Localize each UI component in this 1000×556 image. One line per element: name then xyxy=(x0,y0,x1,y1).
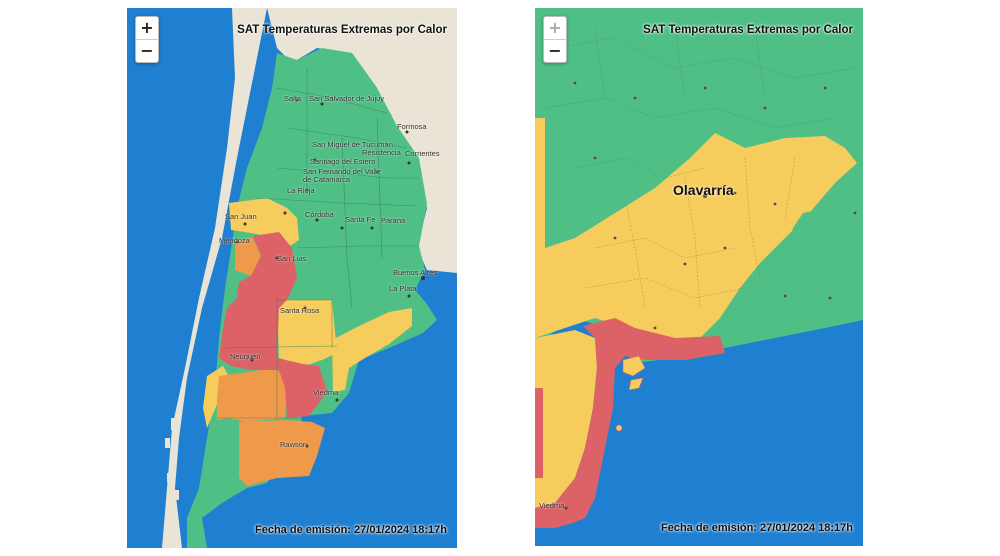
buenos-aires-alert-map[interactable] xyxy=(535,8,863,546)
left-zoom-control: + − xyxy=(135,16,159,63)
region-yellow-pampa xyxy=(277,300,337,366)
region-orange-mendoza xyxy=(235,238,261,276)
place-label: San Luis xyxy=(277,254,307,263)
left-map-title: SAT Temperaturas Extremas por Calor xyxy=(237,24,447,36)
region-yellow-west xyxy=(535,330,597,508)
highlight-place-label: Olavarría xyxy=(673,182,734,198)
place-label: Corrientes xyxy=(405,149,440,158)
place-label: San Juan xyxy=(225,212,257,221)
city-dots xyxy=(235,98,425,448)
coastal-islands xyxy=(615,355,646,432)
place-label: Santa Fe xyxy=(345,215,376,224)
region-red-west xyxy=(535,388,543,478)
right-zoom-out-button[interactable]: − xyxy=(544,39,566,62)
right-zoom-control: + − xyxy=(543,16,567,63)
place-label: Santiago del Estero xyxy=(310,157,376,166)
place-label: San Fernando del Valle de Catamarca xyxy=(303,167,381,184)
region-yellow xyxy=(535,118,857,342)
chile-land xyxy=(162,8,267,548)
place-label: Neuquén xyxy=(230,352,261,361)
place-label: Salta xyxy=(284,94,302,103)
province-borders xyxy=(217,68,419,419)
place-label: Rawson xyxy=(280,440,308,449)
place-label: La Rioja xyxy=(287,186,315,195)
right-map-title: SAT Temperaturas Extremas por Calor xyxy=(643,24,853,36)
region-orange-south xyxy=(239,420,325,486)
place-label: Formosa xyxy=(397,122,427,131)
place-label: Buenos Aires xyxy=(393,268,438,277)
place-label: Mendoza xyxy=(219,236,250,245)
place-label: San Salvador de Jujuy xyxy=(309,94,385,103)
place-label: La Plata xyxy=(389,284,417,293)
region-red-central xyxy=(219,232,327,418)
neighbour-land xyxy=(267,8,457,273)
place-label: Santa Rosa xyxy=(280,306,320,315)
right-zoom-in-button[interactable]: + xyxy=(548,18,562,37)
left-zoom-in-button[interactable]: + xyxy=(140,18,154,37)
town-dots xyxy=(564,81,857,510)
left-map-panel[interactable]: + − SAT Temperaturas Extremas por Calor … xyxy=(127,8,457,548)
argentina-alert-map[interactable] xyxy=(127,8,457,548)
region-orange-chubut xyxy=(217,368,287,422)
right-map-panel[interactable]: + − SAT Temperaturas Extremas por Calor … xyxy=(535,8,863,546)
place-label: Viedma xyxy=(313,388,339,397)
region-yellow-bsas xyxy=(332,308,412,392)
place-label: San Miguel de Tucumán xyxy=(312,140,393,149)
left-emission-date: Fecha de emisión: 27/01/2024 18:17h xyxy=(255,524,447,536)
right-emission-date: Fecha de emisión: 27/01/2024 18:17h xyxy=(661,522,853,534)
place-label: Viedma xyxy=(539,501,565,510)
chile-islands xyxy=(165,418,179,516)
partido-borders xyxy=(544,27,856,309)
region-green-inlet xyxy=(789,208,835,256)
place-label: Resistencia xyxy=(362,148,401,157)
left-zoom-out-button[interactable]: − xyxy=(136,39,158,62)
place-label: Córdoba xyxy=(305,210,334,219)
place-label: Parana xyxy=(381,216,406,225)
region-red-coast xyxy=(535,318,725,528)
